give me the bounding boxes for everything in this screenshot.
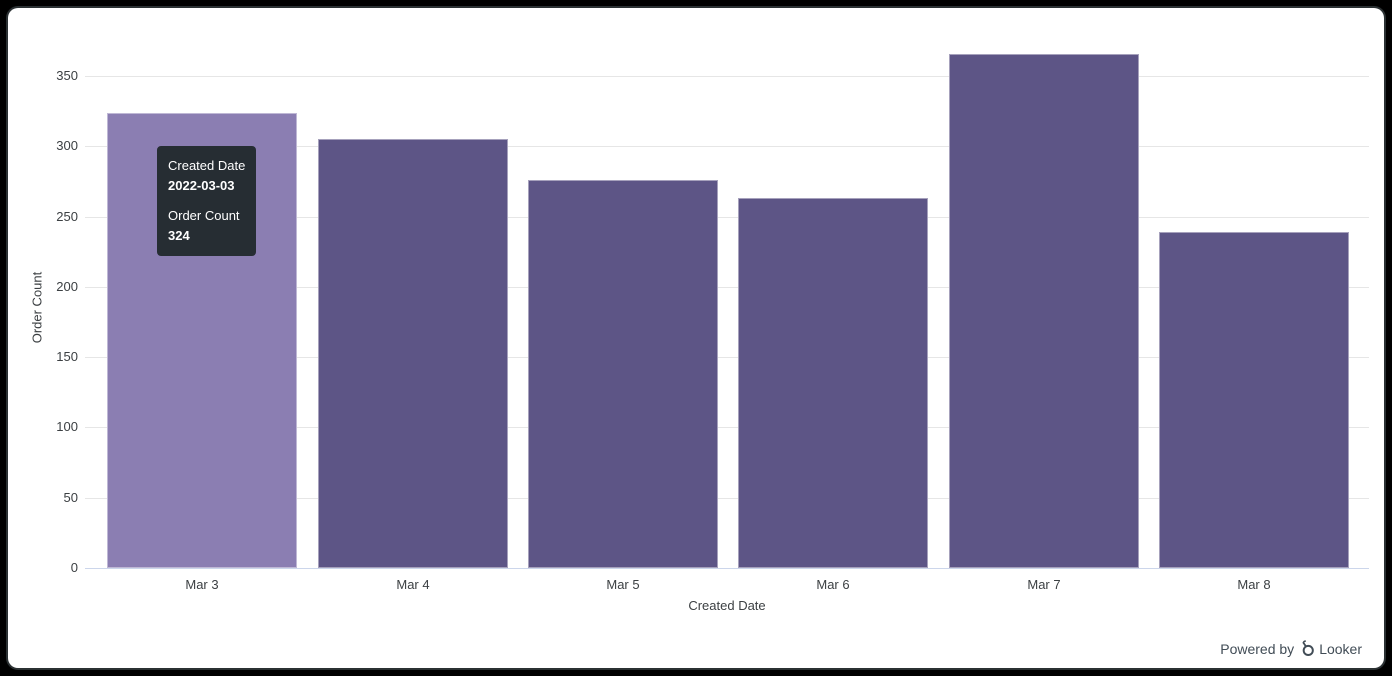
x-axis-tick-label: Mar 8 — [1237, 577, 1271, 592]
y-axis-tick-label: 350 — [56, 68, 78, 83]
x-axis-tick-label: Mar 3 — [185, 577, 219, 592]
x-axis-tick-label: Mar 4 — [396, 577, 430, 592]
y-axis-tick-label: 300 — [56, 138, 78, 153]
y-axis-tick-label: 250 — [56, 209, 78, 224]
x-axis-title: Created Date — [688, 598, 766, 613]
y-gridline — [85, 498, 1369, 499]
powered-by-looker-link[interactable]: Powered by Looker — [1220, 640, 1362, 657]
y-axis-tick-label: 200 — [56, 279, 78, 294]
y-gridline — [85, 76, 1369, 77]
x-axis-tick-label: Mar 7 — [1027, 577, 1061, 592]
bar-mar-4[interactable] — [318, 139, 508, 568]
y-axis-tick-label: 150 — [56, 349, 78, 364]
y-axis-tick-label: 0 — [70, 560, 78, 575]
x-axis-tick-label: Mar 5 — [606, 577, 640, 592]
y-axis-tick-label: 100 — [56, 419, 78, 434]
tooltip-dimension-label: Created Date — [168, 158, 246, 173]
tooltip: Created Date 2022-03-03 Order Count 324 — [157, 146, 257, 256]
bar-mar-8[interactable] — [1159, 232, 1349, 568]
bar-mar-6[interactable] — [738, 198, 928, 568]
powered-by-text: Powered by — [1220, 640, 1295, 657]
looker-brand-text: Looker — [1319, 640, 1362, 657]
bar-chart-plot-area: 0 50 100 150 200 250 300 350 Mar 3 Mar 4 Mar 5 Mar … — [8, 8, 1384, 668]
x-axis-tick-label: Mar 6 — [816, 577, 850, 592]
bar-mar-7[interactable] — [949, 54, 1139, 568]
x-axis-line — [85, 568, 1369, 569]
y-gridline — [85, 217, 1369, 218]
tooltip-dimension-value: 2022-03-03 — [168, 178, 235, 193]
y-gridline — [85, 287, 1369, 288]
bar-mar-5[interactable] — [528, 180, 718, 568]
y-axis-tick-label: 50 — [63, 490, 78, 505]
tooltip-spacer — [168, 196, 245, 206]
y-gridline — [85, 357, 1369, 358]
tooltip-measure-label: Order Count — [168, 208, 240, 223]
tooltip-measure-value: 324 — [168, 228, 190, 243]
y-gridline — [85, 427, 1369, 428]
y-axis-title: Order Count — [29, 271, 45, 344]
looker-logo-icon — [1302, 640, 1314, 657]
y-gridline — [85, 146, 1369, 147]
chart-card: 0 50 100 150 200 250 300 350 Mar 3 Mar 4 Mar 5 Mar … — [8, 8, 1384, 668]
